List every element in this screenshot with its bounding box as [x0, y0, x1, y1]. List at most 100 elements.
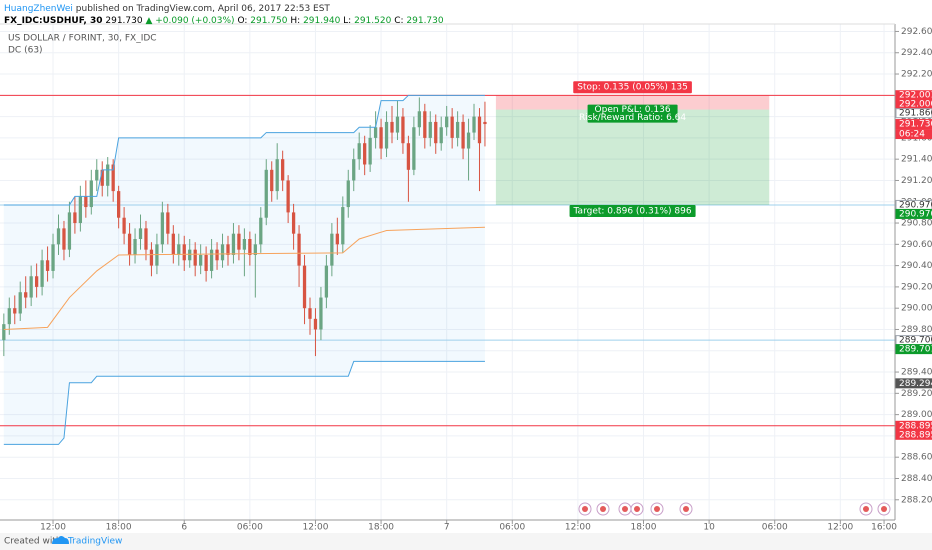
candle-body — [51, 244, 55, 271]
price-label: 290.970 — [899, 209, 932, 219]
ohlc-value: 291.520 — [354, 16, 391, 26]
candle-body — [89, 180, 93, 208]
candle-body — [423, 111, 427, 138]
candle-body — [330, 233, 334, 266]
y-tick-label: 288.200 — [901, 495, 932, 505]
footer-brand[interactable]: TradingView — [67, 537, 122, 547]
candle-body — [384, 121, 389, 149]
candle-body — [34, 276, 39, 287]
candle-body — [259, 217, 263, 245]
candle-body — [466, 132, 471, 149]
candle-body — [248, 239, 252, 255]
candle-body — [286, 180, 290, 213]
price-label: 291.730 — [899, 120, 932, 130]
legend-title: US DOLLAR / FORINT, 30, FX_IDC — [8, 34, 157, 44]
candle-body — [352, 159, 356, 181]
x-tick-label: 12:00 — [302, 523, 328, 533]
price-label: 292.001 — [899, 91, 932, 101]
y-tick-label: 292.200 — [901, 70, 932, 80]
event-icon-core — [654, 506, 660, 512]
x-tick-label: 10 — [703, 523, 715, 533]
price-label-bg — [895, 378, 932, 389]
candle-body — [100, 169, 104, 186]
candle-body — [24, 292, 28, 298]
candle-body — [29, 276, 33, 298]
event-icon-core — [634, 506, 640, 512]
y-tick-label: 290.000 — [901, 304, 932, 314]
candle-body — [357, 143, 361, 160]
candle-body — [188, 249, 192, 261]
x-tick-label: 12:00 — [827, 523, 853, 533]
candle-body — [477, 116, 482, 144]
candle-body — [78, 196, 83, 224]
y-tick-label: 289.800 — [901, 325, 932, 335]
countdown: 06:24 — [899, 130, 925, 140]
candle-body — [455, 121, 460, 138]
candle-body — [335, 233, 339, 245]
footer-bar — [0, 533, 932, 550]
candle-body — [434, 121, 438, 144]
candle-body — [133, 239, 137, 255]
candle-body — [62, 228, 66, 250]
candle-body — [95, 169, 99, 181]
candle-body — [40, 260, 44, 287]
candle-body — [390, 121, 394, 133]
y-tick-label: 290.600 — [901, 240, 932, 250]
candle-body — [204, 254, 208, 271]
target-label-bg — [569, 204, 696, 217]
y-tick-label: 292.400 — [901, 48, 932, 58]
candle-body — [417, 111, 421, 128]
x-tick-label: 12:00 — [40, 523, 66, 533]
price-label: 292.000 — [899, 100, 932, 110]
indicator-line — [3, 226, 485, 330]
y-tick-label: 290.200 — [901, 282, 932, 292]
candle-body — [379, 127, 383, 149]
y-tick-label: 289.000 — [901, 410, 932, 420]
ohlc-label: H: — [290, 16, 300, 26]
price-label-bg — [895, 119, 932, 130]
stop-zone — [495, 95, 770, 110]
ohlc-value: 291.730 — [406, 16, 443, 26]
ratio-label: Risk/Reward Ratio: 6.64 — [579, 113, 686, 123]
candle-body — [2, 324, 6, 341]
event-icon-core — [582, 506, 588, 512]
candle-body — [313, 318, 318, 330]
price-label: 288.895 — [899, 421, 932, 431]
ohlc-label: O: — [237, 16, 247, 26]
candle-body — [231, 233, 236, 255]
candle-body — [13, 308, 17, 314]
x-tick-label: 06:00 — [762, 523, 788, 533]
legend-indicator: DC (63) — [8, 46, 43, 56]
price-label-bg — [895, 344, 932, 355]
x-tick-label: 18:00 — [631, 523, 657, 533]
candle-body — [237, 233, 241, 250]
symbol-line: FX_IDC:USDHUF, 30 291.730 ▲ +0.090 (+0.0… — [4, 16, 444, 26]
candle-body — [281, 159, 285, 181]
event-icon-core — [881, 506, 887, 512]
candle-body — [18, 292, 22, 314]
price-axis: 292.600292.400292.200292.000291.800291.6… — [0, 23, 932, 533]
price-label-bg — [895, 208, 932, 219]
author[interactable]: HuangZhenWei — [4, 4, 73, 14]
y-tick-label: 291.400 — [901, 155, 932, 165]
footer-created: Created with — [4, 537, 62, 547]
published: published on TradingView.com, April 06, … — [73, 4, 330, 14]
candle-body — [373, 127, 378, 138]
y-tick-label: 292.600 — [901, 27, 932, 37]
pnl-label: Open P&L: 0.136 — [595, 105, 671, 115]
candle-body — [67, 212, 72, 250]
ohlc-value: 291.940 — [303, 16, 340, 26]
symbol: FX_IDC:USDHUF, 30 — [4, 16, 103, 26]
candle-body — [439, 127, 443, 144]
y-tick-label: 290.800 — [901, 219, 932, 229]
candle-body — [324, 265, 329, 298]
candle-body — [166, 212, 170, 234]
candle-body — [297, 233, 301, 266]
candle-body — [144, 228, 148, 250]
candle-body — [346, 180, 350, 208]
price-label: 289.700 — [899, 336, 932, 346]
ohlc-label: C: — [394, 16, 403, 26]
price-label-bg — [895, 108, 932, 119]
candle-body — [445, 116, 449, 128]
